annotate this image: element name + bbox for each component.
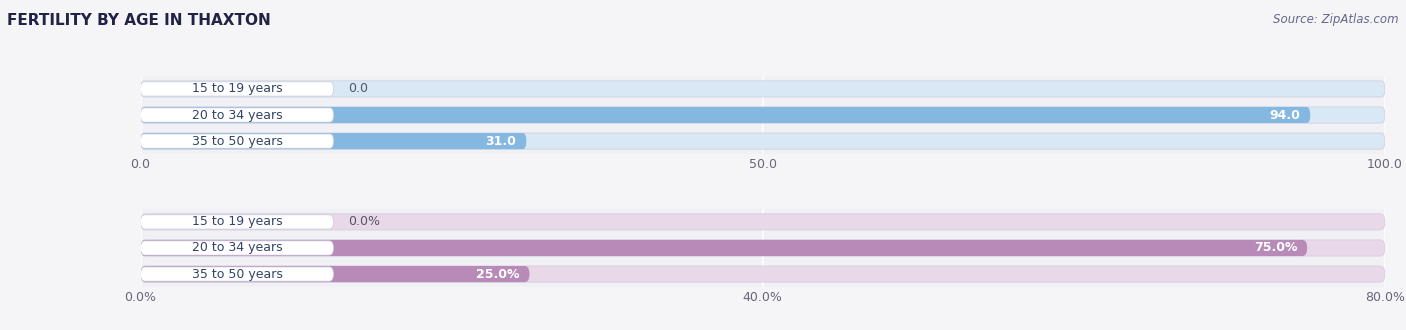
FancyBboxPatch shape (141, 108, 333, 122)
Text: 15 to 19 years: 15 to 19 years (191, 215, 283, 228)
Text: FERTILITY BY AGE IN THAXTON: FERTILITY BY AGE IN THAXTON (7, 13, 271, 28)
FancyBboxPatch shape (141, 81, 1385, 97)
FancyBboxPatch shape (141, 107, 1310, 123)
FancyBboxPatch shape (141, 267, 333, 281)
Text: 0.0: 0.0 (349, 82, 368, 95)
FancyBboxPatch shape (141, 215, 333, 229)
Text: 94.0: 94.0 (1270, 109, 1301, 121)
Text: 35 to 50 years: 35 to 50 years (191, 268, 283, 280)
FancyBboxPatch shape (141, 241, 333, 255)
FancyBboxPatch shape (141, 214, 1385, 230)
Text: 75.0%: 75.0% (1254, 242, 1298, 254)
FancyBboxPatch shape (141, 82, 333, 96)
Text: 20 to 34 years: 20 to 34 years (191, 242, 283, 254)
FancyBboxPatch shape (141, 240, 1308, 256)
Text: 25.0%: 25.0% (477, 268, 519, 280)
Text: Source: ZipAtlas.com: Source: ZipAtlas.com (1274, 13, 1399, 26)
FancyBboxPatch shape (141, 134, 333, 148)
FancyBboxPatch shape (141, 266, 530, 282)
FancyBboxPatch shape (141, 133, 1385, 149)
FancyBboxPatch shape (141, 107, 1385, 123)
FancyBboxPatch shape (141, 240, 1385, 256)
Text: 0.0%: 0.0% (349, 215, 381, 228)
Text: 20 to 34 years: 20 to 34 years (191, 109, 283, 121)
Text: 15 to 19 years: 15 to 19 years (191, 82, 283, 95)
Text: 35 to 50 years: 35 to 50 years (191, 135, 283, 148)
Text: 31.0: 31.0 (485, 135, 516, 148)
FancyBboxPatch shape (141, 266, 1385, 282)
FancyBboxPatch shape (141, 133, 526, 149)
